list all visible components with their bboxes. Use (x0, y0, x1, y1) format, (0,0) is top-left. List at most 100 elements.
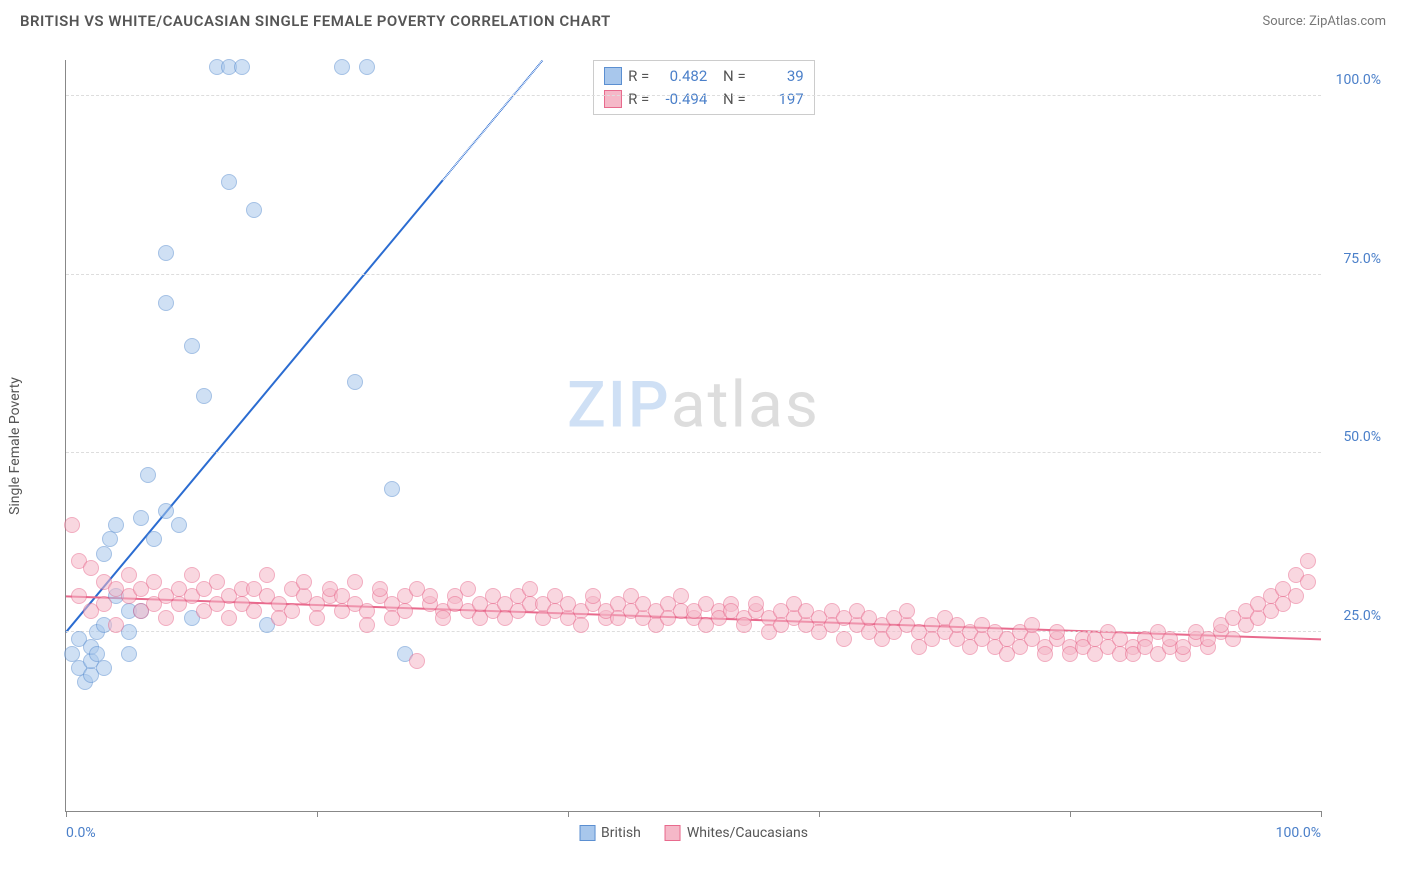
stat-box: R = 0.482 N = 39 R = -0.494 N = 197 (593, 60, 815, 115)
legend-label-whites: Whites/Caucasians (687, 825, 808, 841)
x-axis-label-min: 0.0% (66, 825, 96, 841)
point-british (158, 503, 174, 519)
point-british (121, 646, 137, 662)
y-tick-label: 25.0% (1343, 608, 1381, 624)
legend-item-british: British (579, 825, 641, 841)
chart-container: Single Female Poverty ZIPatlas R = 0.482… (20, 40, 1386, 852)
stat-row-british: R = 0.482 N = 39 (604, 65, 804, 88)
point-whites-caucasians (309, 610, 325, 626)
y-tick-label: 75.0% (1343, 251, 1381, 267)
point-whites-caucasians (359, 617, 375, 633)
point-whites-caucasians (1225, 631, 1241, 647)
point-whites-caucasians (296, 574, 312, 590)
point-whites-caucasians (1288, 588, 1304, 604)
point-whites-caucasians (397, 603, 413, 619)
stat-r-label: R = (628, 65, 649, 88)
x-axis-label-max: 100.0% (1276, 825, 1321, 841)
point-whites-caucasians (246, 603, 262, 619)
stat-r-label: R = (628, 88, 649, 111)
point-whites-caucasians (673, 588, 689, 604)
chart-title: BRITISH VS WHITE/CAUCASIAN SINGLE FEMALE… (20, 12, 611, 30)
x-tick (317, 811, 318, 817)
point-british (146, 531, 162, 547)
y-axis-label: Single Female Poverty (7, 377, 23, 515)
point-whites-caucasians (435, 610, 451, 626)
point-british (359, 59, 375, 75)
legend-item-whites: Whites/Caucasians (665, 825, 808, 841)
point-british (96, 660, 112, 676)
point-british (133, 510, 149, 526)
x-tick (1070, 811, 1071, 817)
point-whites-caucasians (284, 603, 300, 619)
stat-r-value-british: 0.482 (655, 65, 707, 88)
point-whites-caucasians (736, 617, 752, 633)
stat-swatch-british (604, 67, 622, 85)
point-whites-caucasians (836, 631, 852, 647)
stat-row-whites: R = -0.494 N = 197 (604, 88, 804, 111)
stat-n-value-british: 39 (752, 65, 804, 88)
point-whites-caucasians (71, 588, 87, 604)
stat-r-value-whites: -0.494 (655, 88, 707, 111)
point-british (158, 295, 174, 311)
y-tick-label: 100.0% (1336, 72, 1381, 88)
point-whites-caucasians (121, 567, 137, 583)
watermark: ZIPatlas (567, 368, 820, 443)
point-whites-caucasians (522, 581, 538, 597)
point-whites-caucasians (108, 617, 124, 633)
point-british (196, 388, 212, 404)
trend-lines (66, 60, 1321, 811)
point-whites-caucasians (146, 574, 162, 590)
legend-swatch-british (579, 825, 595, 841)
point-british (234, 59, 250, 75)
stat-n-label: N = (723, 88, 746, 111)
gridline (66, 274, 1321, 275)
point-british (347, 374, 363, 390)
scatter-plot: ZIPatlas R = 0.482 N = 39 R = -0.494 N =… (65, 60, 1321, 812)
point-whites-caucasians (573, 617, 589, 633)
point-whites-caucasians (1300, 553, 1316, 569)
point-whites-caucasians (209, 574, 225, 590)
point-whites-caucasians (83, 560, 99, 576)
point-whites-caucasians (1300, 574, 1316, 590)
point-british (108, 517, 124, 533)
point-british (184, 338, 200, 354)
stat-swatch-whites (604, 90, 622, 108)
point-whites-caucasians (96, 596, 112, 612)
x-tick (66, 811, 67, 817)
point-whites-caucasians (748, 596, 764, 612)
y-tick-label: 50.0% (1343, 429, 1381, 445)
point-british (158, 245, 174, 261)
point-british (221, 174, 237, 190)
point-whites-caucasians (1037, 646, 1053, 662)
point-whites-caucasians (64, 517, 80, 533)
watermark-atlas: atlas (671, 368, 820, 443)
point-whites-caucasians (422, 588, 438, 604)
gridline (66, 631, 1321, 632)
point-british (140, 467, 156, 483)
x-tick (1321, 811, 1322, 817)
x-tick (819, 811, 820, 817)
point-british (384, 481, 400, 497)
point-british (102, 531, 118, 547)
stat-n-value-whites: 197 (752, 88, 804, 111)
point-whites-caucasians (1024, 617, 1040, 633)
point-british (246, 202, 262, 218)
point-whites-caucasians (221, 610, 237, 626)
point-whites-caucasians (899, 603, 915, 619)
legend-label-british: British (601, 825, 641, 841)
point-whites-caucasians (372, 581, 388, 597)
x-tick (568, 811, 569, 817)
point-whites-caucasians (259, 567, 275, 583)
point-whites-caucasians (409, 653, 425, 669)
watermark-zip: ZIP (567, 368, 671, 443)
point-whites-caucasians (460, 581, 476, 597)
gridline (66, 452, 1321, 453)
point-british (334, 59, 350, 75)
bottom-legend: British Whites/Caucasians (579, 825, 808, 841)
stat-n-label: N = (723, 65, 746, 88)
legend-swatch-whites (665, 825, 681, 841)
source-label: Source: ZipAtlas.com (1262, 14, 1386, 29)
gridline (66, 95, 1321, 96)
point-whites-caucasians (158, 610, 174, 626)
point-whites-caucasians (184, 567, 200, 583)
